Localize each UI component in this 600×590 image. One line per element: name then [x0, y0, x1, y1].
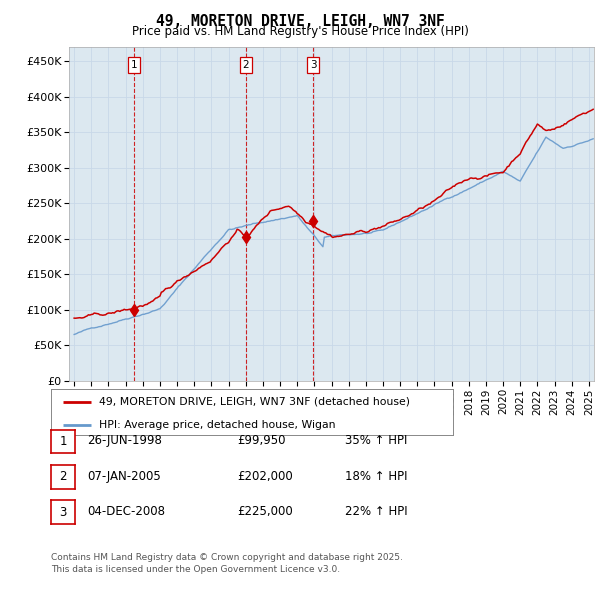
Text: £99,950: £99,950: [237, 434, 286, 447]
Text: 2: 2: [243, 60, 250, 70]
Text: This data is licensed under the Open Government Licence v3.0.: This data is licensed under the Open Gov…: [51, 565, 340, 574]
Text: 26-JUN-1998: 26-JUN-1998: [87, 434, 162, 447]
Text: 1: 1: [131, 60, 137, 70]
Text: Price paid vs. HM Land Registry's House Price Index (HPI): Price paid vs. HM Land Registry's House …: [131, 25, 469, 38]
Text: 07-JAN-2005: 07-JAN-2005: [87, 470, 161, 483]
Text: 2: 2: [59, 470, 67, 483]
Text: 22% ↑ HPI: 22% ↑ HPI: [345, 505, 407, 518]
Text: 04-DEC-2008: 04-DEC-2008: [87, 505, 165, 518]
Text: HPI: Average price, detached house, Wigan: HPI: Average price, detached house, Wiga…: [99, 420, 336, 430]
Text: 3: 3: [310, 60, 316, 70]
Text: 1: 1: [59, 435, 67, 448]
Text: 3: 3: [59, 506, 67, 519]
Text: 18% ↑ HPI: 18% ↑ HPI: [345, 470, 407, 483]
Text: Contains HM Land Registry data © Crown copyright and database right 2025.: Contains HM Land Registry data © Crown c…: [51, 553, 403, 562]
Text: 49, MORETON DRIVE, LEIGH, WN7 3NF (detached house): 49, MORETON DRIVE, LEIGH, WN7 3NF (detac…: [99, 396, 410, 407]
Text: 49, MORETON DRIVE, LEIGH, WN7 3NF: 49, MORETON DRIVE, LEIGH, WN7 3NF: [155, 14, 445, 28]
Text: 35% ↑ HPI: 35% ↑ HPI: [345, 434, 407, 447]
Text: £225,000: £225,000: [237, 505, 293, 518]
Text: £202,000: £202,000: [237, 470, 293, 483]
